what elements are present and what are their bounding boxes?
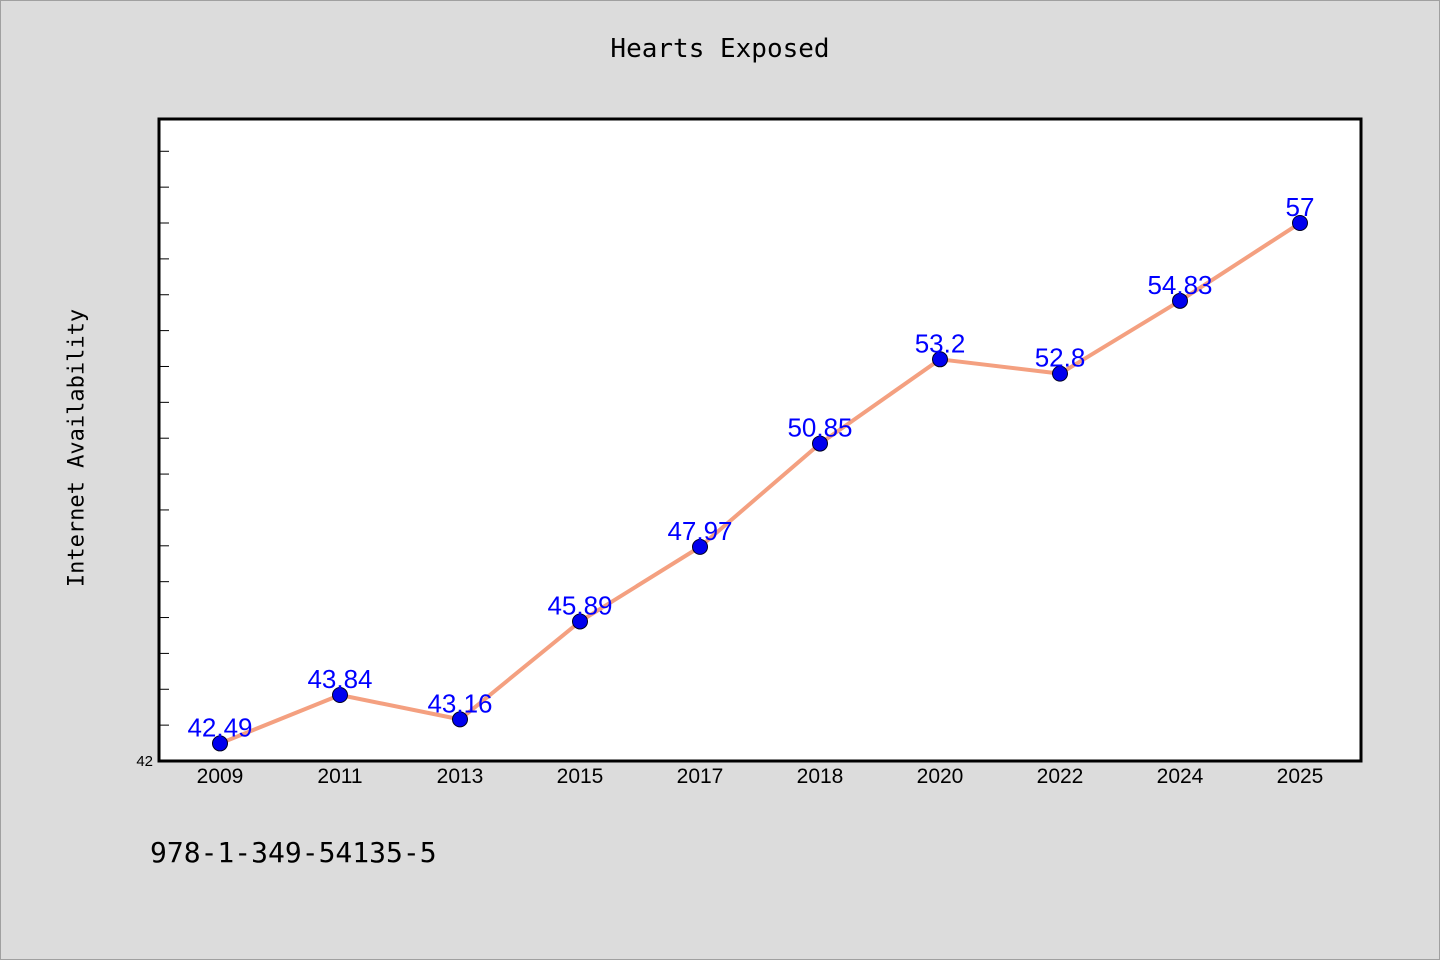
data-point bbox=[1172, 292, 1188, 309]
data-label: 45.89 bbox=[547, 590, 612, 620]
data-label: 50.85 bbox=[787, 413, 852, 443]
data-label: 54.83 bbox=[1147, 270, 1212, 300]
data-point bbox=[932, 351, 948, 368]
plot-area bbox=[157, 117, 1363, 763]
data-point bbox=[1292, 215, 1308, 232]
data-label: 53.2 bbox=[915, 328, 966, 358]
x-tick-label: 2009 bbox=[197, 765, 244, 788]
x-tick-label: 2015 bbox=[557, 765, 604, 788]
x-tick-label: 2017 bbox=[677, 765, 724, 788]
data-label: 47.97 bbox=[667, 516, 732, 546]
x-tick-label: 2020 bbox=[917, 765, 964, 788]
data-label: 57 bbox=[1286, 192, 1315, 222]
x-tick-label: 2011 bbox=[317, 765, 362, 788]
data-point bbox=[572, 613, 588, 630]
data-point bbox=[212, 735, 228, 752]
data-point bbox=[692, 538, 708, 555]
data-label: 52.8 bbox=[1035, 343, 1086, 373]
data-point bbox=[452, 711, 468, 728]
data-label: 43.16 bbox=[427, 688, 492, 718]
data-point bbox=[812, 435, 828, 452]
x-tick-label: 2018 bbox=[797, 765, 844, 788]
data-point bbox=[332, 687, 348, 704]
series-line bbox=[219, 221, 1302, 746]
y-tick-label: 42 bbox=[136, 753, 153, 770]
data-label: 43.84 bbox=[307, 664, 372, 694]
isbn-text: 978-1-349-54135-5 bbox=[150, 836, 437, 869]
chart-title: Hearts Exposed bbox=[610, 34, 830, 64]
x-tick-label: 2024 bbox=[1157, 765, 1204, 788]
data-point bbox=[1052, 365, 1068, 382]
x-tick-label: 2022 bbox=[1037, 765, 1084, 788]
x-tick-label: 2013 bbox=[437, 765, 484, 788]
data-label: 42.49 bbox=[187, 712, 252, 742]
x-tick-label: 2025 bbox=[1277, 765, 1324, 788]
